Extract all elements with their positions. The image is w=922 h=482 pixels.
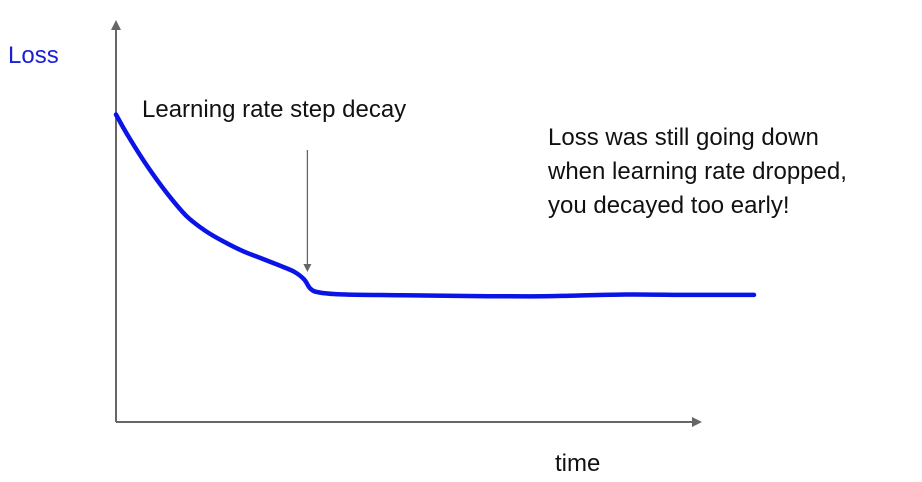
note-line-3: you decayed too early! <box>548 192 790 219</box>
y-axis-label: Loss <box>8 42 59 69</box>
note-line-2: when learning rate dropped, <box>547 158 847 185</box>
step-decay-annotation: Learning rate step decay <box>142 96 406 123</box>
loss-curve <box>113 112 757 299</box>
note-line-1: Loss was still going down <box>548 124 819 151</box>
x-axis-label: time <box>555 450 600 477</box>
